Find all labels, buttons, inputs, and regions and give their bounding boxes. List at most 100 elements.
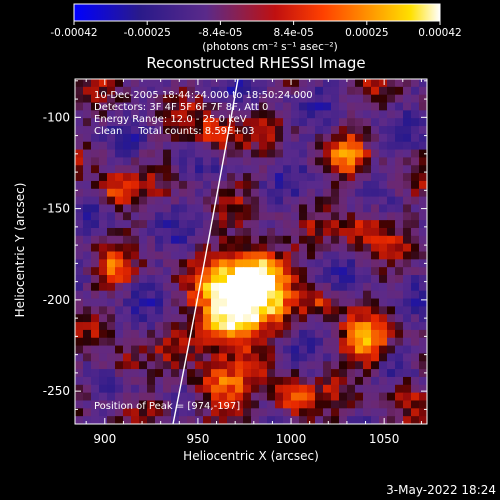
chart-title: Reconstructed RHESSI Image — [146, 54, 365, 72]
heatmap-cell — [403, 416, 412, 424]
heatmap-cell — [323, 345, 332, 355]
heatmap-cell — [243, 220, 252, 229]
heatmap-cell — [155, 227, 164, 237]
heatmap-cell — [211, 251, 220, 260]
heatmap-cell — [315, 345, 324, 355]
y-tick-label: -250 — [43, 384, 70, 398]
heatmap-cell — [147, 118, 156, 127]
heatmap-cell — [195, 306, 204, 315]
heatmap-cell — [371, 212, 380, 221]
heatmap-cell — [123, 392, 132, 402]
heatmap-cell — [307, 220, 316, 229]
heatmap-cell — [371, 204, 380, 213]
heatmap-cell — [363, 392, 372, 402]
heatmap-cell — [171, 384, 180, 394]
heatmap-cell — [107, 400, 116, 409]
heatmap-cell — [283, 369, 292, 378]
heatmap-cell — [315, 94, 324, 104]
heatmap-cell — [75, 133, 84, 143]
heatmap-cell — [259, 384, 268, 394]
heatmap-cell — [155, 235, 164, 245]
heatmap-cell — [307, 353, 316, 362]
heatmap-cell — [203, 173, 212, 182]
heatmap-cell — [75, 126, 84, 135]
heatmap-cell — [387, 282, 396, 292]
heatmap-cell — [259, 329, 268, 339]
heatmap-cell — [387, 86, 396, 96]
heatmap-cell — [387, 133, 396, 143]
heatmap-cell — [227, 188, 236, 198]
heatmap-cell — [315, 133, 324, 143]
heatmap-cell — [315, 306, 324, 315]
heatmap-cell — [139, 94, 148, 104]
heatmap-cell — [219, 298, 228, 307]
heatmap-cell — [299, 149, 308, 159]
heatmap-cell — [259, 102, 268, 111]
heatmap-cell — [283, 400, 292, 409]
heatmap-cell — [259, 337, 268, 347]
heatmap-cell — [115, 79, 124, 88]
heatmap-cell — [339, 384, 348, 394]
heatmap-cell — [99, 86, 108, 96]
heatmap-cell — [411, 376, 420, 386]
heatmap-cell — [163, 188, 172, 198]
heatmap-cell — [275, 392, 284, 402]
heatmap-cell — [339, 275, 348, 284]
heatmap-cell — [227, 165, 236, 174]
heatmap-cell — [83, 259, 92, 268]
heatmap-cell — [387, 141, 396, 151]
heatmap-cell — [99, 267, 108, 276]
heatmap-cell — [115, 290, 124, 300]
heatmap-cell — [123, 361, 132, 370]
heatmap-cell — [155, 416, 164, 424]
heatmap-cell — [307, 94, 316, 104]
heatmap-cell — [99, 314, 108, 323]
heatmap-cell — [267, 165, 276, 174]
heatmap-cell — [155, 86, 164, 96]
heatmap-cell — [139, 298, 148, 307]
heatmap-cell — [299, 259, 308, 268]
heatmap-cell — [283, 79, 292, 88]
heatmap-cell — [195, 180, 204, 190]
heatmap-cell — [211, 408, 220, 417]
heatmap-cell — [131, 94, 140, 104]
heatmap-cell — [91, 204, 100, 213]
heatmap-cell — [179, 298, 188, 307]
heatmap-cell — [403, 188, 412, 198]
heatmap-cell — [419, 384, 427, 394]
heatmap-cell — [291, 235, 300, 245]
heatmap-cell — [379, 110, 388, 119]
heatmap-cell — [363, 79, 372, 88]
heatmap-cell — [251, 243, 260, 253]
heatmap-cell — [259, 322, 268, 331]
heatmap-cell — [195, 384, 204, 394]
heatmap-cell — [195, 329, 204, 339]
heatmap-cell — [155, 110, 164, 119]
heatmap-cell — [99, 126, 108, 135]
heatmap-cell — [355, 322, 364, 331]
heatmap-cell — [147, 408, 156, 417]
heatmap-cell — [339, 149, 348, 159]
heatmap-cell — [259, 188, 268, 198]
heatmap-cell — [211, 188, 220, 198]
heatmap-cell — [371, 188, 380, 198]
heatmap-cell — [355, 227, 364, 237]
heatmap-cell — [379, 259, 388, 268]
heatmap-cell — [195, 314, 204, 323]
heatmap-cell — [131, 376, 140, 386]
heatmap-cell — [83, 353, 92, 362]
heatmap-cell — [259, 267, 268, 276]
heatmap-cell — [387, 369, 396, 378]
heatmap-cell — [139, 282, 148, 292]
heatmap-cell — [107, 267, 116, 276]
heatmap-cell — [347, 220, 356, 229]
heatmap-cell — [331, 322, 340, 331]
heatmap-cell — [211, 369, 220, 378]
heatmap-cell — [411, 275, 420, 284]
heatmap-cell — [347, 94, 356, 104]
heatmap-cell — [155, 212, 164, 221]
heatmap-cell — [275, 102, 284, 111]
heatmap-cell — [83, 314, 92, 323]
heatmap-cell — [131, 110, 140, 119]
heatmap-cell — [211, 165, 220, 174]
